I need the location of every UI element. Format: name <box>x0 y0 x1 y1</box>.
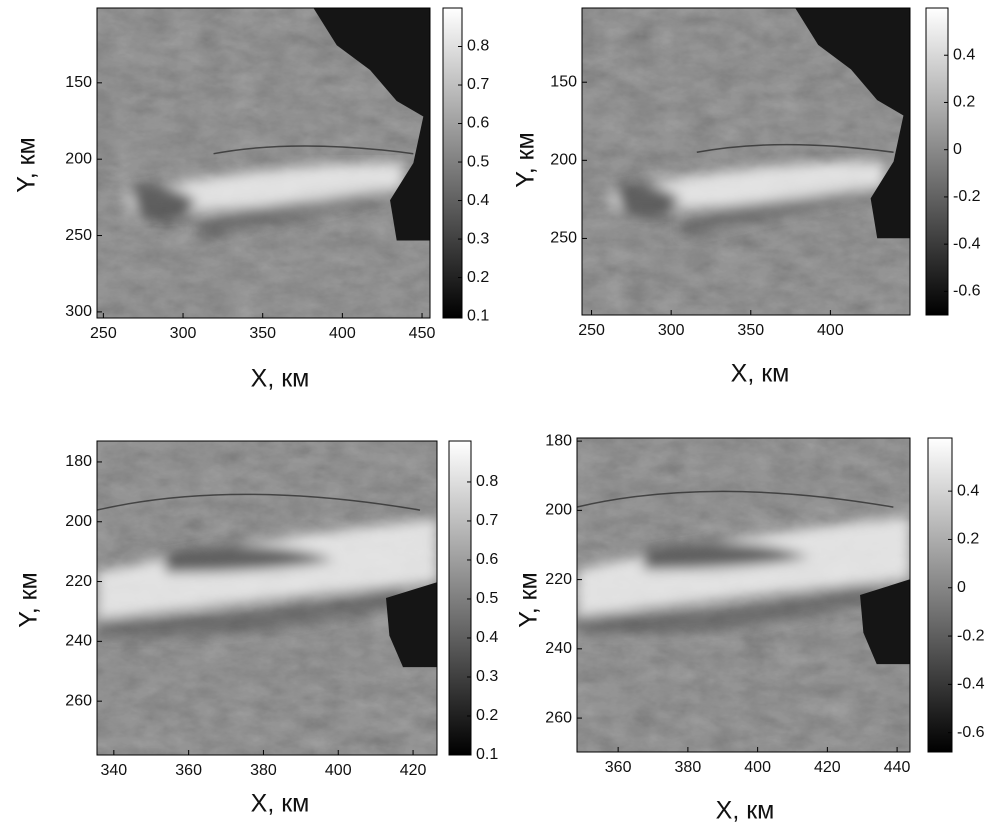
x-tick-label: 400 <box>817 322 844 339</box>
x-tick-label: 420 <box>400 762 427 779</box>
y-tick-label: 250 <box>65 227 92 244</box>
y-tick-label: 200 <box>545 502 572 519</box>
image-layer <box>582 8 910 315</box>
colorbar-tick-label: 0.4 <box>476 629 498 646</box>
colorbar-tick-label: 0.6 <box>467 115 489 132</box>
x-tick-label: 450 <box>409 325 436 342</box>
colorbar-tick-label: 0.3 <box>476 668 498 685</box>
colorbar <box>926 8 948 315</box>
x-axis-label: X, км <box>251 790 310 818</box>
x-tick-label: 250 <box>578 322 605 339</box>
colorbar-tick-label: 0.2 <box>476 707 498 724</box>
y-tick-label: 250 <box>550 230 577 247</box>
image-layer <box>577 438 910 752</box>
x-axis-label: X, км <box>716 797 775 825</box>
x-tick-label: 340 <box>100 762 127 779</box>
colorbar-tick-label: 0.2 <box>953 94 975 111</box>
colorbar-tick-label: 0.5 <box>476 590 498 607</box>
y-tick-label: 240 <box>65 633 92 650</box>
y-axis-label: Y, км <box>13 137 41 192</box>
y-tick-label: 260 <box>65 692 92 709</box>
figure: 0.1 0.2 0.3 0.4 0.5 0.6 0.7 0.8 250 300 350 400 450 1… <box>0 0 993 829</box>
y-tick-label: 150 <box>550 73 577 90</box>
x-tick-label: 380 <box>250 762 277 779</box>
x-tick-label: 400 <box>325 762 352 779</box>
colorbar-tick-label: -0.4 <box>953 235 981 252</box>
y-tick-label: 260 <box>545 709 572 726</box>
colorbar-tick-label: 0.8 <box>467 38 489 55</box>
colorbar-tick-label: 0 <box>953 141 962 158</box>
x-tick-label: 250 <box>90 325 117 342</box>
y-tick-label: 180 <box>65 453 92 470</box>
colorbar-tick-label: 0.4 <box>957 482 979 499</box>
y-tick-label: 180 <box>545 432 572 449</box>
x-tick-label: 300 <box>658 322 685 339</box>
colorbar-tick-label: -0.2 <box>953 188 981 205</box>
colorbar <box>443 8 462 318</box>
colorbar-tick-label: 0.1 <box>476 746 498 763</box>
x-tick-label: 400 <box>744 759 771 776</box>
y-axis-label: Y, км <box>515 572 543 627</box>
x-tick-label: 350 <box>249 325 276 342</box>
y-tick-label: 150 <box>65 74 92 91</box>
x-tick-label: 360 <box>605 759 632 776</box>
colorbar-tick-label: 0.4 <box>467 192 489 209</box>
y-tick-label: 240 <box>545 640 572 657</box>
colorbar <box>928 438 952 752</box>
colorbar-tick-label: 0.1 <box>467 307 489 324</box>
colorbar-tick-label: 0.2 <box>467 269 489 286</box>
colorbar-tick-label: -0.6 <box>957 724 985 741</box>
colorbar-tick-label: 0.7 <box>467 76 489 93</box>
colorbar-tick-label: 0.5 <box>467 153 489 170</box>
colorbar-tick-label: 0 <box>957 579 966 596</box>
image-layer <box>97 8 430 318</box>
x-tick-label: 300 <box>170 325 197 342</box>
colorbar-tick-label: 0.3 <box>467 230 489 247</box>
colorbar <box>449 441 471 755</box>
x-tick-label: 380 <box>675 759 702 776</box>
colorbar-tick-label: -0.6 <box>953 283 981 300</box>
colorbar-tick-label: 0.7 <box>476 512 498 529</box>
y-tick-label: 200 <box>550 152 577 169</box>
y-tick-label: 220 <box>65 573 92 590</box>
colorbar-tick-label: -0.2 <box>957 627 985 644</box>
x-tick-label: 440 <box>884 759 911 776</box>
y-tick-label: 200 <box>65 513 92 530</box>
y-tick-label: 220 <box>545 571 572 588</box>
x-axis-label: X, км <box>731 360 790 388</box>
colorbar-tick-label: -0.4 <box>957 676 985 693</box>
x-axis-label: X, км <box>251 365 310 393</box>
x-tick-label: 360 <box>175 762 202 779</box>
x-tick-label: 420 <box>814 759 841 776</box>
image-layer <box>97 441 437 755</box>
y-tick-label: 200 <box>65 150 92 167</box>
colorbar-tick-label: 0.8 <box>476 473 498 490</box>
y-axis-label: Y, км <box>15 572 43 627</box>
colorbar-tick-label: 0.2 <box>957 531 979 548</box>
x-tick-label: 400 <box>329 325 356 342</box>
y-axis-label: Y, км <box>512 132 540 187</box>
x-tick-label: 350 <box>737 322 764 339</box>
colorbar-tick-label: 0.4 <box>953 46 975 63</box>
y-tick-label: 300 <box>65 303 92 320</box>
colorbar-tick-label: 0.6 <box>476 551 498 568</box>
